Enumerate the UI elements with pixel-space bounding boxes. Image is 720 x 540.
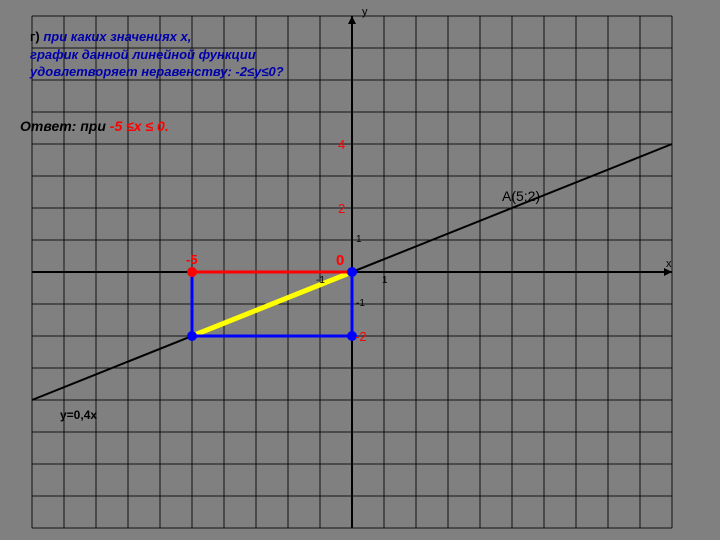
question-line1: при каких значениях х, (43, 29, 191, 44)
axis-label-y: у (362, 6, 368, 18)
axis-label-x: x (666, 258, 672, 270)
origin-label: 0 (336, 252, 344, 269)
question-line2: график данной линейной функции (30, 47, 256, 62)
tick-y4: 4 (338, 137, 345, 152)
point-a-label: A(5;2) (502, 188, 540, 204)
answer-prefix: Ответ: при (20, 118, 110, 134)
label-minus5: -5 (186, 252, 198, 267)
func-label: y=0,4x (60, 408, 97, 422)
tick-ym2: -2 (355, 329, 367, 344)
question-line3: удовлетворяет неравенству: -2≤у≤0? (30, 64, 284, 79)
tick-x1: 1 (382, 275, 388, 286)
graph-canvas: г) при каких значениях х, график данной … (0, 0, 720, 540)
question-block: г) при каких значениях х, график данной … (30, 28, 284, 81)
tick-y1: 1 (356, 234, 362, 245)
plot-svg (0, 0, 720, 540)
tick-y2: 2 (338, 201, 345, 216)
tick-xm1: -1 (316, 275, 325, 286)
tick-ym1: -1 (356, 298, 365, 309)
answer-value: -5 ≤x ≤ 0. (110, 118, 169, 134)
question-prefix: г) (30, 29, 43, 44)
answer-block: Ответ: при -5 ≤x ≤ 0. (20, 118, 169, 134)
